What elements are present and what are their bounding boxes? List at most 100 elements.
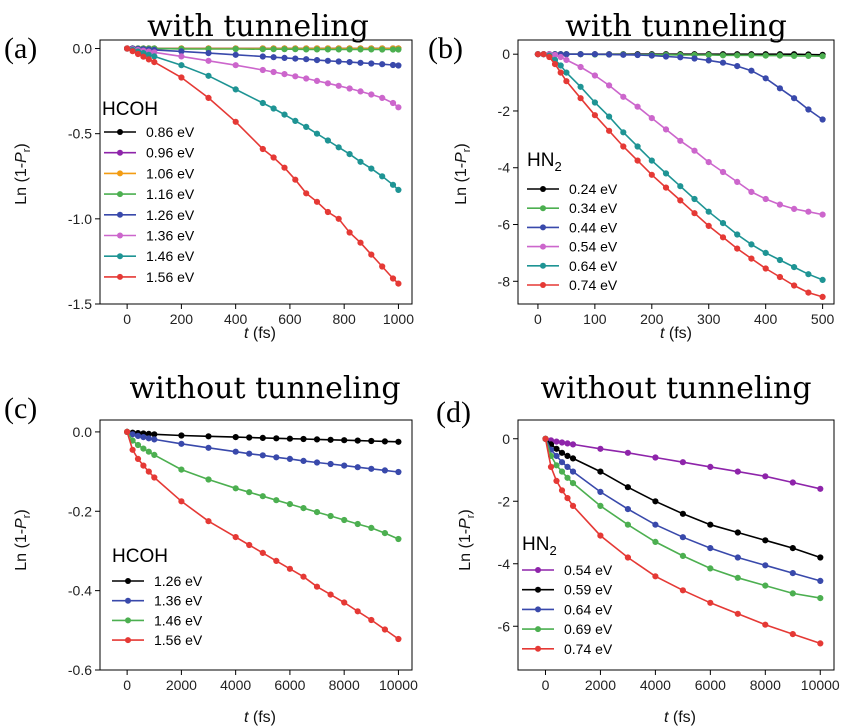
data-point: [679, 459, 687, 466]
data-point: [178, 498, 185, 505]
data-point: [790, 205, 798, 212]
data-point: [805, 52, 812, 60]
data-point: [624, 484, 632, 491]
y-tick-label: -1.5: [68, 296, 92, 312]
data-point: [303, 46, 310, 53]
data-point: [313, 56, 321, 64]
data-point: [368, 165, 375, 172]
data-point: [134, 432, 142, 440]
data-point: [624, 449, 632, 456]
series: [123, 428, 402, 643]
data-point: [123, 428, 131, 436]
data-point: [134, 455, 142, 463]
data-point: [790, 282, 798, 289]
legend-label: 0.74 eV: [564, 641, 613, 657]
data-point: [140, 53, 147, 60]
data-point: [129, 48, 136, 55]
data-point: [313, 459, 321, 466]
data-point: [389, 275, 397, 282]
data-point: [817, 594, 824, 602]
y-axis-label: Ln (1-Pr): [453, 143, 473, 204]
data-point: [259, 145, 266, 153]
data-point: [734, 468, 741, 475]
plot-frame: [517, 419, 835, 671]
x-tick-label: 400: [224, 311, 248, 327]
data-point: [341, 599, 348, 606]
data-point: [557, 53, 564, 61]
legend-swatch-marker: [125, 637, 131, 644]
data-point: [705, 51, 712, 59]
data-point: [341, 462, 348, 469]
x-tick-label: 2000: [585, 677, 616, 693]
data-point: [805, 271, 812, 278]
data-point: [577, 95, 584, 102]
data-point: [140, 462, 147, 469]
data-point: [324, 80, 332, 87]
data-point: [648, 157, 655, 164]
x-tick-label: 300: [697, 311, 721, 327]
data-point: [395, 280, 402, 287]
data-point: [381, 626, 389, 633]
x-tick-label: 500: [811, 311, 835, 327]
data-point: [691, 55, 698, 62]
data-point: [558, 449, 566, 456]
data-point: [620, 93, 627, 100]
data-point: [313, 508, 321, 516]
legend-swatch-marker: [540, 282, 546, 288]
data-point: [281, 54, 288, 62]
data-point: [577, 51, 584, 58]
data-point: [395, 468, 402, 476]
panel-c: without tunneling (c) t (fs) Ln (1-Pr) H…: [4, 371, 418, 726]
data-point: [734, 178, 741, 185]
data-point: [817, 554, 824, 561]
data-point: [395, 535, 402, 543]
data-point: [300, 435, 307, 443]
data-point: [140, 445, 147, 452]
x-tick-label: 8000: [329, 677, 360, 693]
data-point: [762, 582, 769, 589]
data-point: [270, 46, 277, 53]
legend-label: 1.16 eV: [146, 186, 195, 202]
legend-swatch-marker: [125, 597, 131, 604]
legend-label: 0.54 eV: [569, 239, 618, 255]
data-point: [313, 583, 321, 590]
x-axis-label: t (fs): [664, 709, 696, 726]
data-point: [123, 45, 131, 52]
data-point: [540, 51, 547, 58]
legend-swatch-marker: [117, 129, 123, 135]
data-point: [563, 56, 570, 64]
data-point: [634, 103, 641, 110]
data-point: [232, 51, 239, 58]
data-point: [368, 60, 375, 67]
data-point: [259, 493, 266, 500]
data-point: [395, 46, 402, 53]
legend-swatch-marker: [535, 626, 541, 633]
data-point: [324, 57, 332, 64]
y-tick-label: -0.4: [68, 583, 92, 599]
panel-title: without tunneling: [129, 371, 400, 406]
data-point: [564, 463, 571, 471]
data-point: [652, 538, 659, 546]
data-point: [691, 147, 698, 154]
data-point: [205, 94, 212, 101]
data-point: [205, 518, 212, 525]
x-axis-label: t (fs): [244, 325, 276, 342]
data-point: [232, 485, 239, 492]
data-point: [691, 195, 698, 203]
x-tick-label: 0: [534, 311, 542, 327]
data-point: [748, 67, 755, 74]
data-point: [563, 78, 570, 85]
data-point: [648, 171, 655, 178]
legend-swatch-marker: [117, 253, 123, 260]
data-point: [381, 529, 389, 537]
data-point: [357, 46, 364, 53]
data-point: [232, 45, 239, 53]
data-point: [232, 434, 239, 441]
data-point: [259, 66, 266, 74]
data-point: [129, 446, 136, 453]
data-point: [368, 251, 375, 258]
data-point: [776, 273, 784, 281]
data-point: [341, 437, 348, 444]
data-point: [259, 549, 266, 557]
data-point: [748, 188, 755, 195]
